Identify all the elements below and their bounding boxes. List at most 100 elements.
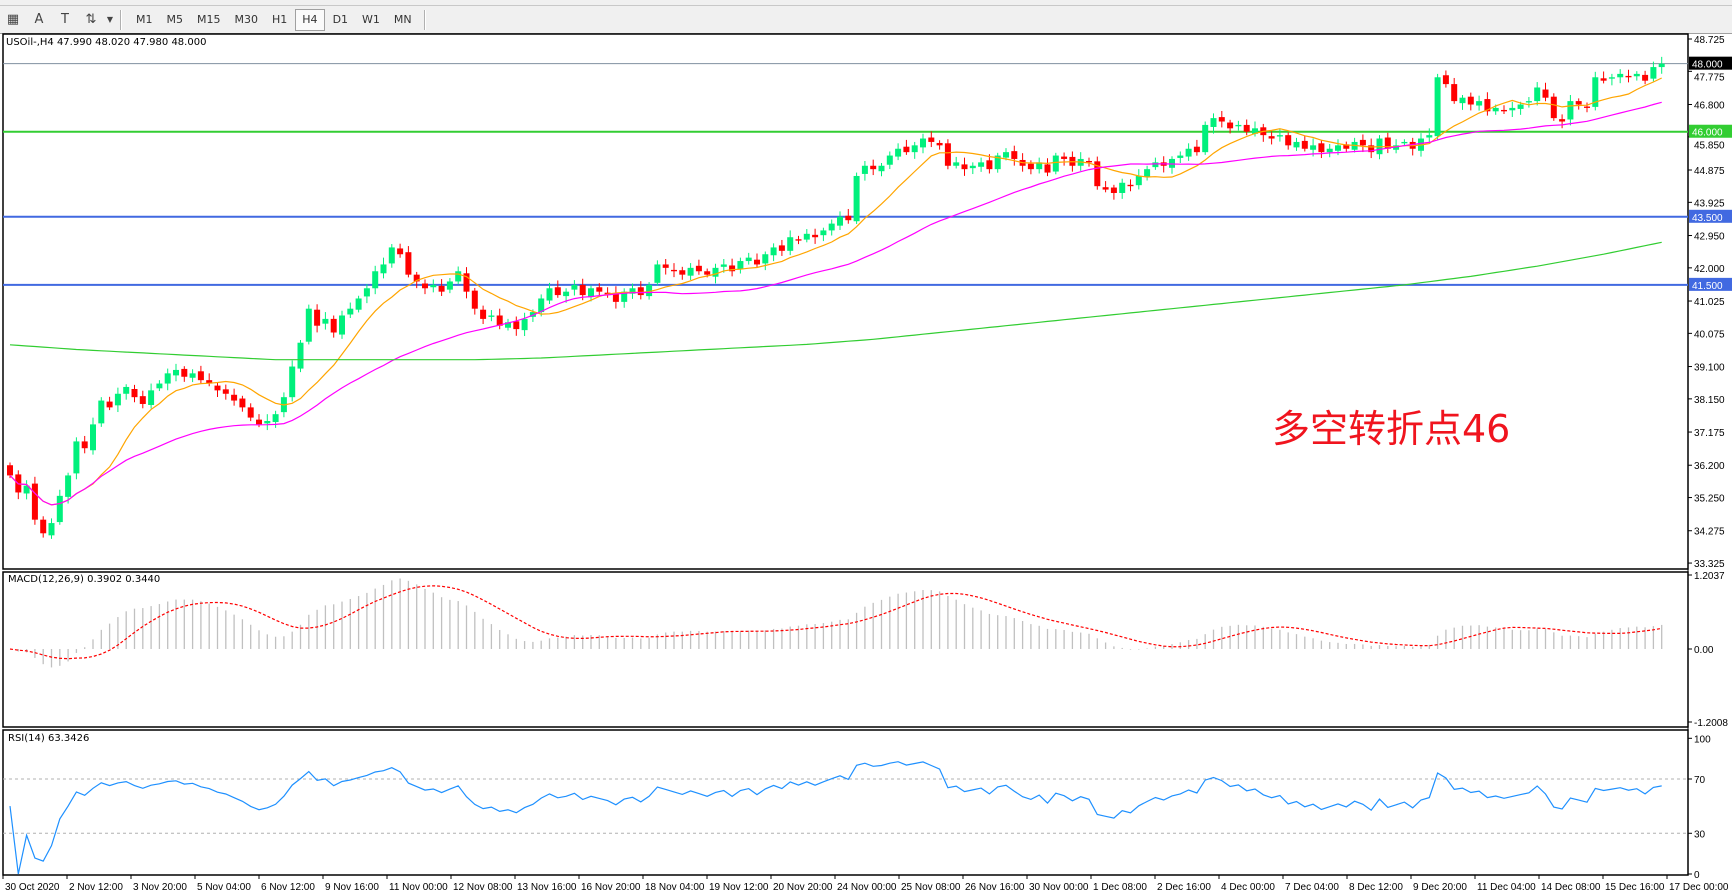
candle [1326, 143, 1333, 158]
candle [1293, 137, 1300, 151]
candle [513, 316, 520, 336]
grid-f-icon[interactable]: ▦ [6, 12, 20, 27]
candle-body [529, 312, 536, 317]
candle-body [1027, 163, 1034, 170]
time-tick-label: 13 Nov 16:00 [517, 882, 577, 893]
candle-body [413, 274, 420, 282]
rsi-line [9, 761, 1662, 875]
candle-body [745, 257, 752, 262]
candle-body [1542, 89, 1549, 98]
candle [803, 229, 810, 243]
candle-body [1608, 77, 1615, 79]
candle-body [1326, 148, 1333, 153]
candle-body [1177, 155, 1184, 158]
price-tick-label: 47.775 [1694, 73, 1725, 84]
candle-body [828, 223, 835, 231]
candle-body [330, 318, 337, 333]
time-tick-label: 19 Nov 12:00 [709, 882, 769, 893]
candle [812, 228, 819, 244]
candle-body [1426, 135, 1433, 138]
time-tick-label: 15 Dec 16:00 [1605, 882, 1665, 893]
candle [596, 283, 603, 296]
candle [148, 383, 155, 409]
arrows-icon[interactable]: ⇅ [85, 12, 97, 27]
candle [247, 403, 254, 422]
timeframe-w1[interactable]: W1 [362, 13, 380, 26]
candle-body [1061, 156, 1068, 159]
price-tick-label: 37.175 [1694, 428, 1725, 439]
candle [1285, 132, 1292, 150]
timeframe-m15[interactable]: M15 [197, 13, 221, 26]
candle [1658, 56, 1665, 74]
candle-body [1401, 141, 1408, 144]
candle [231, 388, 238, 406]
candle-body [1451, 84, 1458, 102]
candle [1036, 157, 1043, 174]
candle [1243, 119, 1250, 136]
level-label-bg [1689, 209, 1732, 223]
candle-body [521, 318, 528, 331]
timeframe-h1[interactable]: H1 [272, 13, 288, 26]
level-label: 41.500 [1692, 281, 1723, 292]
candle-body [1575, 101, 1582, 105]
candle-body [1094, 161, 1101, 187]
candle-body [1359, 139, 1366, 146]
candle [1276, 129, 1283, 142]
timeframe-m1[interactable]: M1 [136, 13, 153, 26]
candle-body [463, 273, 470, 292]
candle-body [256, 419, 262, 425]
text-a-icon[interactable]: A [34, 12, 44, 27]
dropdown-icon[interactable]: ▼ [106, 15, 114, 24]
ma-long-line [9, 241, 1662, 361]
candle [430, 279, 437, 293]
candle [1044, 158, 1051, 177]
candle [1052, 152, 1059, 175]
candle-body [1285, 135, 1292, 146]
timeframe-d1[interactable]: D1 [332, 13, 349, 26]
candle-body [961, 164, 968, 170]
candle [214, 382, 221, 398]
timeframe-h4[interactable]: H4 [295, 8, 325, 31]
candle [339, 310, 345, 339]
candle [745, 252, 752, 265]
candle-body [164, 373, 171, 384]
candle-body [1442, 75, 1449, 85]
time-tick-label: 4 Dec 00:00 [1221, 882, 1275, 893]
candle-body [1584, 106, 1590, 108]
timeframe-mn[interactable]: MN [393, 13, 412, 26]
candle [1177, 151, 1184, 164]
timeframe-m5[interactable]: M5 [166, 13, 184, 26]
candle-body [1318, 143, 1325, 153]
toolbar-separator [423, 9, 426, 30]
price-tick-label: 38.150 [1694, 395, 1725, 406]
time-tick-label: 16 Nov 20:00 [581, 882, 641, 893]
candle-body [1235, 124, 1242, 127]
candle [546, 282, 553, 305]
candle [978, 157, 985, 172]
candle-body [712, 267, 719, 277]
macd-title: MACD(12,26,9) 0.3902 0.3440 [8, 574, 161, 585]
candle [870, 159, 877, 176]
candle-body [305, 308, 312, 342]
candle-body [944, 143, 951, 166]
time-tick-label: 14 Dec 08:00 [1541, 882, 1601, 893]
candle [1550, 93, 1557, 121]
candle-body [98, 400, 105, 424]
timeframe-m30[interactable]: M30 [234, 13, 259, 26]
candle [289, 360, 296, 402]
candle-body [646, 284, 653, 297]
candle [1227, 119, 1234, 134]
candle-body [222, 389, 229, 394]
candle-body [704, 271, 711, 275]
candle [1061, 152, 1068, 166]
candle [106, 396, 113, 411]
candle-body [1484, 99, 1491, 112]
candle [629, 283, 636, 299]
rsi-tick-label: 0 [1694, 870, 1700, 881]
candle [953, 156, 960, 169]
candle [538, 294, 545, 317]
candle [405, 246, 412, 278]
candle-body [131, 388, 138, 398]
text-label-icon[interactable]: T [61, 12, 69, 27]
